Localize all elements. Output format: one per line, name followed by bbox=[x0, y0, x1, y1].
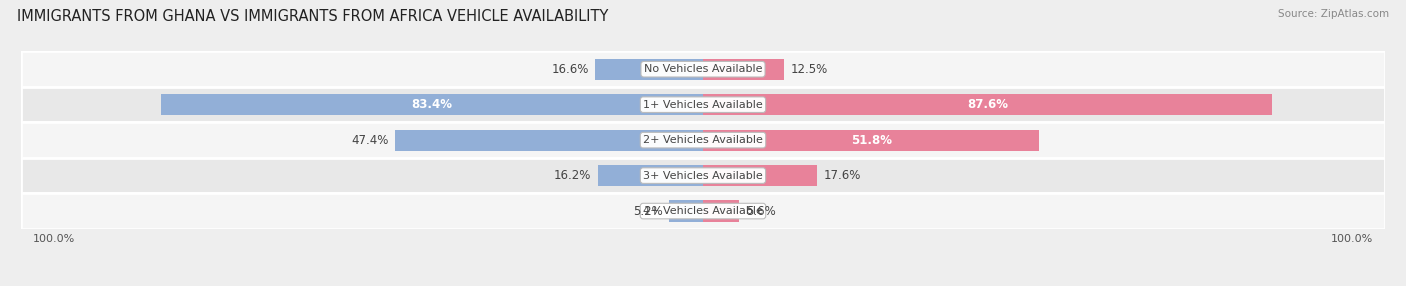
Bar bbox=[21, 87, 1385, 122]
Bar bbox=[703, 59, 785, 80]
Text: Source: ZipAtlas.com: Source: ZipAtlas.com bbox=[1278, 9, 1389, 19]
Bar bbox=[21, 193, 1385, 229]
Text: 16.6%: 16.6% bbox=[551, 63, 589, 76]
Bar bbox=[703, 200, 740, 222]
Text: 12.5%: 12.5% bbox=[790, 63, 828, 76]
Text: 83.4%: 83.4% bbox=[412, 98, 453, 111]
Bar bbox=[21, 122, 1385, 158]
Text: 47.4%: 47.4% bbox=[352, 134, 388, 147]
Text: 2+ Vehicles Available: 2+ Vehicles Available bbox=[643, 135, 763, 145]
Text: 87.6%: 87.6% bbox=[967, 98, 1008, 111]
Text: 3+ Vehicles Available: 3+ Vehicles Available bbox=[643, 171, 763, 180]
Text: 51.8%: 51.8% bbox=[851, 134, 891, 147]
Bar bbox=[703, 165, 817, 186]
Bar bbox=[703, 94, 1272, 115]
Bar bbox=[595, 59, 703, 80]
Bar bbox=[703, 130, 1039, 151]
Text: 16.2%: 16.2% bbox=[554, 169, 592, 182]
Text: IMMIGRANTS FROM GHANA VS IMMIGRANTS FROM AFRICA VEHICLE AVAILABILITY: IMMIGRANTS FROM GHANA VS IMMIGRANTS FROM… bbox=[17, 9, 609, 23]
Bar bbox=[598, 165, 703, 186]
Text: 1+ Vehicles Available: 1+ Vehicles Available bbox=[643, 100, 763, 110]
Text: No Vehicles Available: No Vehicles Available bbox=[644, 64, 762, 74]
Text: 17.6%: 17.6% bbox=[824, 169, 860, 182]
Text: 4+ Vehicles Available: 4+ Vehicles Available bbox=[643, 206, 763, 216]
Bar bbox=[21, 158, 1385, 193]
Bar bbox=[21, 51, 1385, 87]
Bar bbox=[162, 94, 703, 115]
Text: 5.2%: 5.2% bbox=[633, 204, 662, 218]
Text: 5.6%: 5.6% bbox=[745, 204, 776, 218]
Bar bbox=[395, 130, 703, 151]
Bar bbox=[669, 200, 703, 222]
